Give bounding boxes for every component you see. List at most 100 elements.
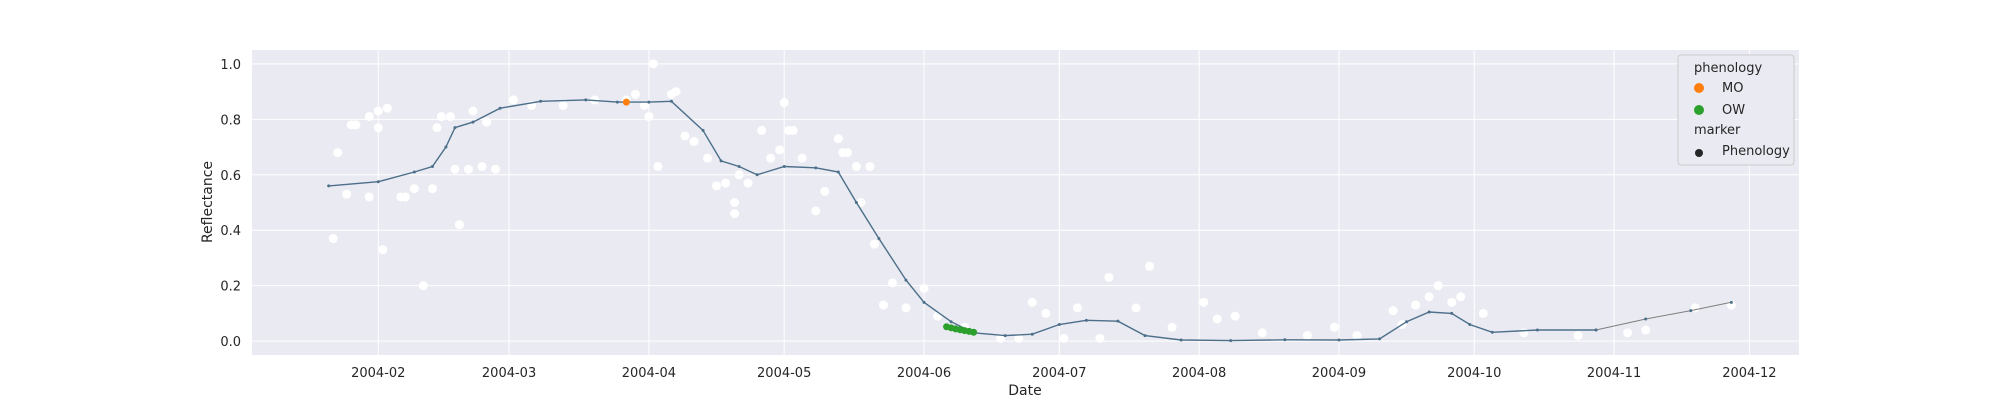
smoothed-curve-point — [647, 100, 651, 104]
observation-point — [509, 95, 519, 105]
observation-point — [1329, 322, 1339, 332]
smoothed-curve-point — [877, 237, 881, 241]
observation-point — [373, 106, 383, 116]
tail-curve-point — [1689, 309, 1693, 313]
observation-point — [766, 153, 776, 163]
legend-label-phenology: Phenology — [1722, 144, 1790, 159]
observation-point — [450, 164, 460, 174]
smoothed-curve-point — [904, 278, 908, 282]
smoothed-curve-point — [376, 180, 380, 184]
plot-background — [252, 50, 1799, 355]
smoothed-curve-point — [498, 106, 502, 110]
observation-point — [730, 198, 740, 207]
observation-point — [1095, 333, 1105, 343]
observation-point — [757, 125, 767, 135]
smoothed-curve-point — [854, 201, 858, 204]
observation-point — [788, 125, 798, 135]
phenology-series — [622, 98, 978, 336]
smoothed-curve-point — [737, 164, 741, 168]
observation-point — [477, 161, 487, 171]
legend-marker-ow — [1694, 105, 1704, 115]
observation-point — [680, 131, 690, 141]
observation-point — [427, 184, 437, 194]
observation-point — [1352, 331, 1362, 341]
legend-marker-phenology — [1695, 149, 1703, 157]
observation-point — [653, 161, 663, 171]
observation-point — [333, 148, 343, 158]
tail-curve-point — [1644, 317, 1648, 321]
observation-point — [373, 123, 383, 133]
observation-point — [558, 100, 568, 110]
x-tick-label: 2004-03 — [482, 366, 536, 381]
legend-label-mo: MO — [1722, 81, 1743, 96]
observation-point — [901, 303, 911, 313]
observation-series — [328, 59, 1736, 343]
smoothed-curve-point — [701, 128, 705, 132]
tail-curve-point — [1729, 300, 1733, 304]
smoothed-curve-point — [1450, 311, 1454, 315]
observation-point — [1212, 314, 1222, 324]
observation-point — [887, 278, 897, 288]
observation-point — [933, 311, 943, 321]
observation-point — [644, 112, 654, 122]
observation-point — [328, 234, 338, 244]
observation-point — [463, 164, 473, 174]
observation-point — [491, 164, 501, 174]
smoothed-curve-point — [782, 164, 786, 168]
smoothed-curve-point — [1468, 323, 1472, 326]
smoothed-curve-point — [539, 99, 543, 103]
observation-point — [1433, 281, 1443, 291]
smoothed-curve-point — [471, 120, 475, 124]
y-tick-label: 0.2 — [220, 280, 241, 295]
legend-title-marker: marker — [1694, 123, 1741, 138]
smoothed-curve-point — [814, 166, 818, 170]
observation-point — [432, 123, 442, 133]
legend-marker-mo — [1694, 83, 1704, 93]
legend: phenology MO OW marker Phenology — [1677, 54, 1795, 166]
x-tick-label: 2004-05 — [757, 366, 811, 381]
observation-point — [842, 148, 852, 158]
observation-point — [1072, 303, 1082, 313]
y-tick-label: 0.4 — [220, 224, 241, 239]
smoothed-curve-point — [1378, 337, 1382, 341]
tail-curve-line — [1595, 301, 1732, 331]
observation-point — [468, 106, 478, 116]
legend-box — [1677, 54, 1795, 166]
smoothed-curve-point — [719, 159, 723, 163]
observation-point — [775, 145, 785, 155]
smoothed-curve-point — [755, 173, 759, 177]
observation-point — [1059, 333, 1069, 343]
smoothed-curve-point — [1535, 328, 1539, 332]
observation-point — [996, 333, 1006, 343]
x-axis-label: Date — [1008, 383, 1041, 399]
smoothed-curve-point — [615, 100, 619, 104]
observation-point — [409, 184, 419, 194]
smoothed-curve-line — [328, 99, 1596, 342]
smoothed-curve-point — [1116, 319, 1120, 323]
y-tick-label: 0.8 — [220, 113, 241, 128]
observation-point — [820, 186, 830, 196]
observation-point — [382, 103, 392, 113]
y-axis-label: Reflectance — [200, 161, 216, 243]
legend-title-phenology: phenology — [1694, 61, 1762, 76]
x-tick-label: 2004-09 — [1312, 366, 1366, 381]
observation-point — [1388, 306, 1398, 316]
observation-point — [1199, 297, 1209, 307]
smoothed-curve-point — [1057, 323, 1061, 326]
x-tick-label: 2004-12 — [1722, 366, 1776, 381]
observation-point — [364, 112, 374, 122]
observation-point — [878, 300, 888, 310]
smoothed-curve-point — [1405, 320, 1409, 324]
smoothed-curve-point — [1283, 338, 1287, 342]
observation-point — [400, 192, 410, 202]
observation-point — [1424, 292, 1434, 302]
observation-point — [482, 117, 492, 127]
observation-point — [630, 89, 640, 99]
x-tick-label: 2004-11 — [1587, 366, 1641, 381]
observation-point — [418, 281, 428, 291]
observation-point — [445, 112, 455, 122]
smoothed-curve-point — [453, 126, 457, 130]
observation-point — [1623, 328, 1633, 338]
smoothed-curve-point — [430, 164, 434, 168]
observation-point — [797, 153, 807, 163]
